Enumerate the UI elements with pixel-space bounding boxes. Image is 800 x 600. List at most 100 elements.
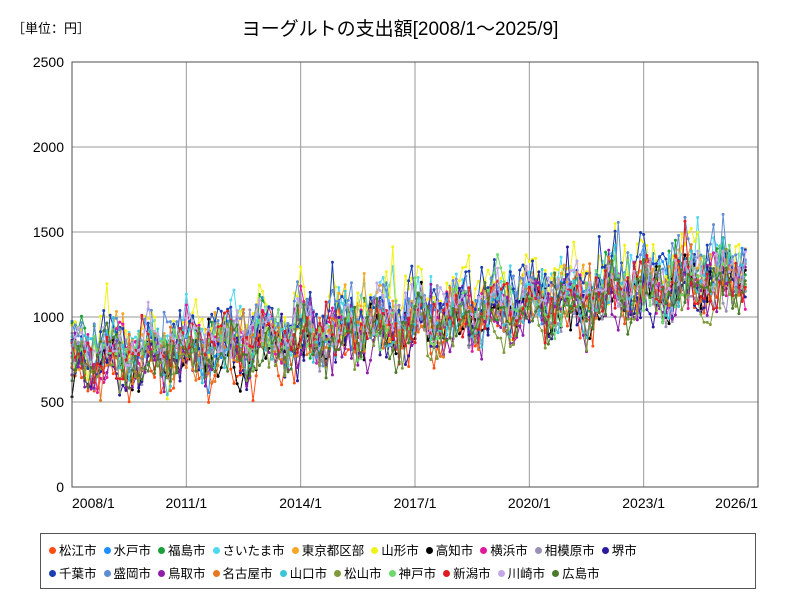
legend-item[interactable]: 山形市 <box>371 544 419 558</box>
series-point <box>216 306 220 310</box>
series-point <box>702 280 706 284</box>
series-point <box>257 342 261 346</box>
legend-item[interactable]: 東京都区部 <box>291 544 364 558</box>
legend-item[interactable]: 名古屋市 <box>212 567 273 581</box>
legend-item[interactable]: 高知市 <box>425 544 473 558</box>
legend-item[interactable]: 相模原市 <box>534 544 595 558</box>
series-point <box>604 269 608 273</box>
series-point <box>286 370 290 374</box>
series-point <box>457 328 461 332</box>
series-point <box>451 279 455 283</box>
series-point <box>712 267 716 271</box>
series-point <box>168 320 172 324</box>
series-point <box>381 276 385 280</box>
series-point <box>165 334 169 338</box>
series-point <box>197 377 201 381</box>
series-point <box>419 284 423 288</box>
series-point <box>597 235 601 239</box>
series-point <box>305 316 309 320</box>
series-point <box>546 276 550 280</box>
series-point <box>251 359 255 363</box>
series-point <box>658 262 662 266</box>
series-point <box>270 345 274 349</box>
series-point <box>718 271 722 275</box>
legend-item[interactable]: 松江市 <box>49 544 97 558</box>
series-point <box>292 314 296 318</box>
series-point <box>492 303 496 307</box>
legend-item[interactable]: 広島市 <box>552 567 600 581</box>
legend-item[interactable]: さいたま市 <box>212 544 285 558</box>
legend-item[interactable]: 堺市 <box>601 544 637 558</box>
series-point <box>591 296 595 300</box>
series-point <box>438 310 442 314</box>
legend-item[interactable]: 川崎市 <box>497 567 545 581</box>
series-point <box>604 287 608 291</box>
series-point <box>235 374 239 378</box>
series-point <box>340 295 344 299</box>
series-point <box>124 364 128 368</box>
series-point <box>470 301 474 305</box>
series-point <box>270 328 274 332</box>
series-point <box>137 348 141 352</box>
series-point <box>124 383 128 387</box>
legend-item[interactable]: 新潟市 <box>443 567 491 581</box>
series-point <box>194 347 198 351</box>
series-point <box>384 342 388 346</box>
series-point <box>302 358 306 362</box>
series-point <box>419 296 423 300</box>
series-point <box>661 302 665 306</box>
series-point <box>715 252 719 256</box>
series-point <box>715 243 719 247</box>
series-point <box>86 337 90 341</box>
series-point <box>403 363 407 367</box>
series-point <box>299 331 303 335</box>
series-point <box>562 310 566 314</box>
legend-item[interactable]: 鳥取市 <box>158 567 206 581</box>
legend-item[interactable]: 山口市 <box>279 567 327 581</box>
series-point <box>378 348 382 352</box>
series-point <box>105 335 109 339</box>
series-point <box>654 270 658 274</box>
legend-item[interactable]: 神戸市 <box>388 567 436 581</box>
series-point <box>92 371 96 375</box>
series-point <box>565 273 569 277</box>
series-point <box>534 279 538 283</box>
series-point <box>295 354 299 358</box>
series-point <box>457 332 461 336</box>
series-point <box>200 340 204 344</box>
series-point <box>708 276 712 280</box>
series-point <box>286 339 290 343</box>
series-point <box>521 277 525 281</box>
legend-item[interactable]: 千葉市 <box>49 567 97 581</box>
series-point <box>600 265 604 269</box>
series-point <box>629 253 633 257</box>
series-point <box>442 335 446 339</box>
legend-item[interactable]: 盛岡市 <box>103 567 151 581</box>
legend-marker-icon <box>388 570 396 577</box>
legend-item[interactable]: 横浜市 <box>480 544 528 558</box>
series-point <box>295 379 299 383</box>
series-point <box>635 255 639 259</box>
series-point <box>276 325 280 329</box>
series-point <box>689 272 693 276</box>
legend-item[interactable]: 松山市 <box>334 567 382 581</box>
series-point <box>473 344 477 348</box>
series-point <box>721 237 725 241</box>
series-point <box>86 332 90 336</box>
series-point <box>718 306 722 310</box>
series-point <box>375 297 379 301</box>
series-point <box>445 312 449 316</box>
legend-item[interactable]: 水戸市 <box>103 544 151 558</box>
series-point <box>550 276 554 280</box>
series-point <box>324 325 328 329</box>
series-point <box>280 342 284 346</box>
series-point <box>477 279 481 283</box>
series-point <box>581 305 585 309</box>
series-point <box>696 280 700 284</box>
legend-item[interactable]: 福島市 <box>158 544 206 558</box>
series-point <box>356 318 360 322</box>
series-point <box>359 310 363 314</box>
series-point <box>470 332 474 336</box>
legend-marker-icon <box>212 547 220 554</box>
series-point <box>149 326 153 330</box>
